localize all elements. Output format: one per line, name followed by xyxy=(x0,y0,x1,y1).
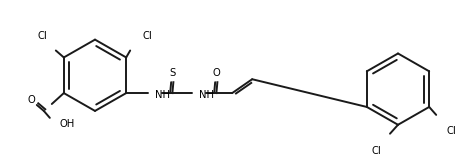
Text: Cl: Cl xyxy=(142,31,152,41)
Text: NH: NH xyxy=(155,90,170,100)
Text: O: O xyxy=(212,68,220,78)
Text: Cl: Cl xyxy=(37,31,47,41)
Text: O: O xyxy=(28,95,36,105)
Text: Cl: Cl xyxy=(446,126,456,136)
Text: NH: NH xyxy=(199,90,214,100)
Text: OH: OH xyxy=(60,119,75,129)
Text: S: S xyxy=(169,68,175,78)
Text: Cl: Cl xyxy=(371,146,381,156)
